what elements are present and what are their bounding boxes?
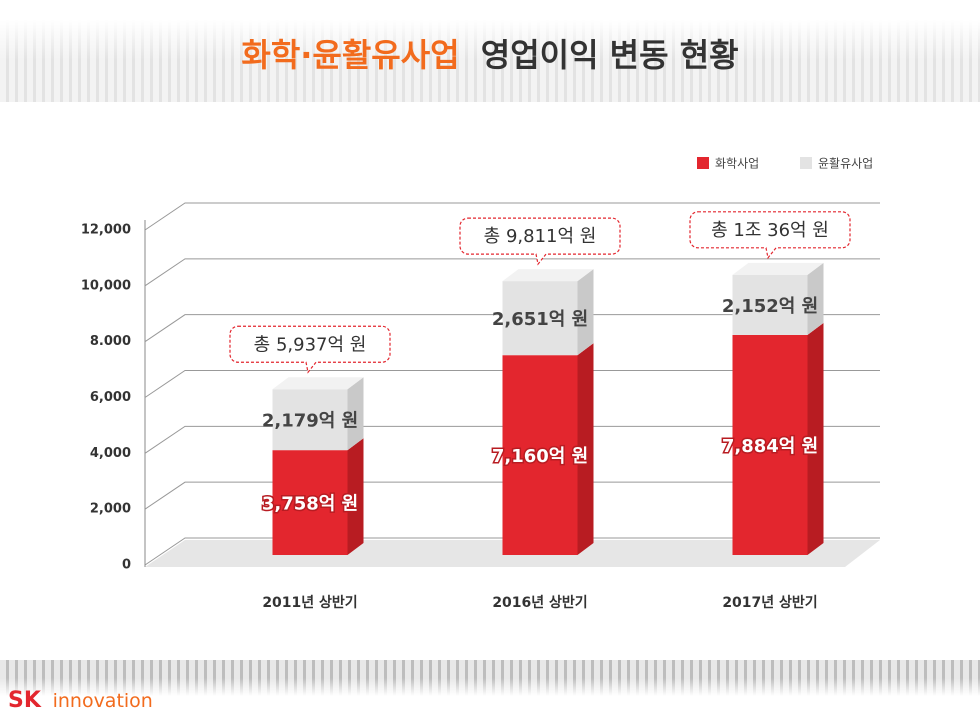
value-label: 7,884억 원 [722, 436, 818, 457]
x-tick-label: 2011년 상반기 [262, 594, 357, 611]
bar-front [732, 274, 808, 335]
grid-line [144, 258, 880, 287]
footer-band [0, 660, 980, 696]
legend-swatch [800, 157, 812, 169]
bar-top [272, 377, 364, 390]
y-tick-label: 8.000 [90, 334, 131, 349]
bar-segment [732, 262, 824, 335]
value-label: 7,160억 원 [492, 446, 588, 467]
grid-line [144, 481, 880, 510]
x-tick-label: 2016년 상반기 [492, 594, 587, 611]
bar-top [732, 262, 824, 275]
bar-segment [272, 377, 364, 451]
value-label: 2,651억 원 [492, 309, 588, 330]
title-rest: 영업이익 변동 현황 [481, 36, 739, 74]
legend-label: 화학사업 [715, 157, 759, 171]
title-highlight: 화학·윤활유사업 [241, 36, 459, 74]
chart-title: 화학·윤활유사업 영업이익 변동 현황 [241, 36, 738, 74]
grid-line [144, 425, 880, 454]
header-band [0, 0, 980, 102]
bar-side [577, 269, 594, 356]
grid-line [144, 370, 880, 398]
total-label: 총 9,811억 원 [484, 226, 597, 247]
bar-side [807, 262, 824, 335]
bar-front [502, 281, 578, 356]
bar-side [347, 377, 364, 451]
y-tick-label: 12,000 [81, 223, 131, 238]
bar-front [272, 389, 348, 451]
bar-front [732, 334, 808, 555]
total-callout [229, 325, 391, 374]
x-tick-label: 2017년 상반기 [722, 594, 817, 611]
total-label: 총 1조 36억 원 [711, 220, 829, 241]
total-callout [689, 211, 851, 260]
y-tick-label: 6,000 [90, 390, 131, 405]
bar-side [347, 438, 364, 555]
y-tick-label: 2,000 [90, 502, 131, 517]
bar-segment [502, 343, 594, 555]
y-tick-label: 0 [122, 558, 131, 573]
bar-top [502, 269, 594, 282]
value-label: 2,152억 원 [722, 296, 818, 317]
grid-line [144, 537, 880, 566]
y-tick-label: 4,000 [90, 446, 131, 461]
bar-segment [502, 269, 594, 356]
bar-side [577, 343, 594, 555]
grid-line [144, 314, 880, 343]
logo-name: innovation [53, 690, 153, 712]
legend-label: 윤활유사업 [818, 157, 873, 171]
logo: SK innovation [8, 688, 153, 713]
legend-swatch [697, 157, 709, 169]
bar-front [502, 355, 578, 555]
logo-sk: SK [8, 688, 42, 713]
value-label: 2,179억 원 [262, 411, 358, 432]
total-label: 총 5,937억 원 [254, 334, 367, 355]
grid-line [144, 202, 880, 231]
bar-side [807, 322, 824, 555]
bar-front [272, 450, 348, 555]
y-tick-label: 10,000 [81, 278, 131, 293]
total-callout [459, 217, 621, 266]
value-label: 3,758억 원 [262, 494, 358, 515]
